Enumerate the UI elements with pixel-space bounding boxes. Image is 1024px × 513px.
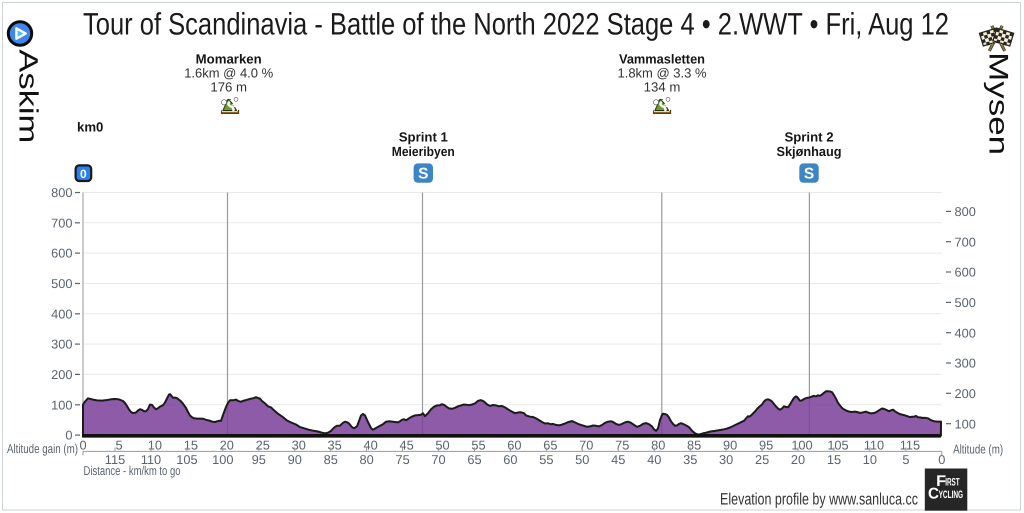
svg-text:35: 35 [683,452,697,467]
svg-text:100: 100 [51,397,72,412]
svg-text:600: 600 [51,246,72,261]
svg-text:C: C [928,485,939,502]
svg-text:Elevation profile by www.sanlu: Elevation profile by www.sanluca.cc [720,490,918,508]
svg-text:800: 800 [51,185,72,200]
svg-text:800: 800 [955,204,976,219]
svg-text:10: 10 [148,437,162,452]
svg-text:700: 700 [955,234,976,249]
svg-text:300: 300 [51,337,72,352]
svg-text:Altitude (m): Altitude (m) [953,442,1003,457]
svg-text:115: 115 [105,452,125,467]
svg-text:km0: km0 [77,119,103,134]
svg-text:105: 105 [176,452,197,467]
svg-text:70: 70 [431,452,445,467]
svg-text:Distance - km/km to go: Distance - km/km to go [84,463,181,478]
svg-text:400: 400 [51,306,72,321]
svg-text:40: 40 [647,452,661,467]
svg-text:400: 400 [955,325,976,340]
svg-text:45: 45 [399,437,413,452]
svg-text:S: S [418,165,428,182]
svg-text:65: 65 [543,437,557,452]
svg-text:100: 100 [955,416,976,431]
svg-text:65: 65 [467,452,481,467]
svg-text:YCLING: YCLING [939,489,964,501]
svg-text:75: 75 [615,437,629,452]
svg-text:Mysen: Mysen [984,52,1014,155]
svg-text:100: 100 [791,437,812,452]
svg-text:85: 85 [324,452,338,467]
svg-text:25: 25 [755,452,769,467]
svg-text:Askim: Askim [13,49,43,143]
svg-text:95: 95 [252,452,266,467]
svg-text:75: 75 [395,452,409,467]
svg-text:1.8km @ 3.3 %: 1.8km @ 3.3 % [618,65,707,80]
svg-text:55: 55 [471,437,485,452]
svg-text:300: 300 [955,356,976,371]
svg-text:35: 35 [327,437,341,452]
svg-text:Skjønhaug: Skjønhaug [777,144,842,159]
svg-text:600: 600 [955,265,976,280]
svg-text:70: 70 [579,437,593,452]
svg-text:0: 0 [938,452,945,467]
svg-text:Sprint 2: Sprint 2 [784,130,833,145]
svg-text:Altitude gain (m): Altitude gain (m) [7,441,78,456]
svg-text:95: 95 [759,437,773,452]
svg-text:5: 5 [902,452,909,467]
svg-text:55: 55 [539,452,553,467]
svg-text:0: 0 [79,437,86,452]
svg-text:700: 700 [51,215,72,230]
svg-text:15: 15 [184,437,198,452]
svg-text:500: 500 [955,295,976,310]
svg-text:115: 115 [900,437,920,452]
svg-text:40: 40 [363,437,377,452]
svg-text:30: 30 [292,437,306,452]
svg-text:60: 60 [503,452,517,467]
svg-text:176 m: 176 m [210,79,247,94]
svg-text:105: 105 [827,437,848,452]
svg-text:110: 110 [864,437,884,452]
svg-text:5: 5 [115,437,122,452]
svg-text:Sprint 1: Sprint 1 [399,130,448,145]
svg-text:85: 85 [687,437,701,452]
svg-text:15: 15 [827,452,841,467]
svg-text:90: 90 [288,452,302,467]
svg-text:45: 45 [611,452,625,467]
svg-text:50: 50 [575,452,589,467]
svg-text:F: F [936,473,946,490]
svg-text:200: 200 [955,386,976,401]
svg-text:200: 200 [51,367,72,382]
svg-text:25: 25 [256,437,270,452]
svg-text:30: 30 [719,452,733,467]
svg-text:50: 50 [435,437,449,452]
svg-text:Vammasletten: Vammasletten [619,51,705,66]
svg-text:90: 90 [723,437,737,452]
svg-text:IRST: IRST [945,477,960,489]
svg-text:1.6km @ 4.0 %: 1.6km @ 4.0 % [184,65,273,80]
svg-text:10: 10 [863,452,877,467]
svg-text:80: 80 [651,437,665,452]
svg-text:0: 0 [65,428,72,443]
svg-text:500: 500 [51,276,72,291]
svg-text:0: 0 [80,167,87,181]
svg-text:110: 110 [141,452,161,467]
svg-text:80: 80 [359,452,373,467]
svg-text:20: 20 [791,452,805,467]
svg-text:100: 100 [212,452,233,467]
svg-text:Tour of Scandinavia - Battle o: Tour of Scandinavia - Battle of the Nort… [83,7,949,42]
svg-text:60: 60 [507,437,521,452]
svg-text:134 m: 134 m [644,79,681,94]
svg-text:20: 20 [220,437,234,452]
svg-text:Meieribyen: Meieribyen [392,144,455,159]
svg-text:Momarken: Momarken [196,51,262,66]
svg-text:S: S [804,165,814,182]
